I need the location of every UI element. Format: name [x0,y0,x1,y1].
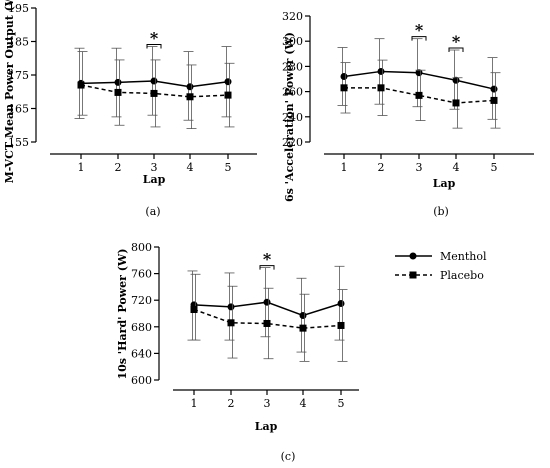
panel-c-ylabel: 10s 'Hard' Power (W) [116,248,129,379]
panel-c-xtick-label: 5 [338,397,345,410]
panel-c-menthol-point [263,298,271,306]
panel-c-placebo-point [263,319,271,327]
panel-a-menthol-point [186,83,194,91]
panel-c-ytick-label: 760 [131,268,152,281]
panel-a-placebo-point [186,93,194,101]
panel-a-ytick-label: 165 [8,103,29,116]
panel-b-placebo-point [490,96,498,104]
panel-b-placebo-point [377,84,385,92]
panel-b-xlabel: Lap [433,177,456,190]
panel-b-label: (b) [433,205,449,218]
panel-c-ytick-label: 680 [131,321,152,334]
panel-c-placebo-point [299,324,307,332]
panel-c-menthol-point [227,303,235,311]
panel-a-xlabel: Lap [143,173,166,186]
panel-a-placebo-point [224,91,232,99]
panel-b-xtick-label: 2 [378,161,385,174]
panel-a-xtick-label: 3 [151,161,158,174]
legend-menthol-label: Menthol [440,250,487,263]
panel-a-placebo-point [114,88,122,96]
panel-b-ytick-label: 320 [282,10,303,23]
panel-b-placebo-point [415,91,423,99]
panel-c-significance-bracket [259,265,275,270]
panel-a-menthol-point [224,78,232,86]
panel-b-ytick-label: 300 [282,35,303,48]
panel-b-significance-bracket [411,36,427,41]
panel-c-xtick-label: 4 [300,397,307,410]
panel-b-significance-marker: * [415,21,424,40]
panel-b-significance-bracket [448,47,464,53]
panel-b-ytick-label: 260 [282,86,303,99]
panel-b-xtick-label: 1 [341,161,348,174]
panel-b-xtick-label: 4 [453,161,460,174]
panel-b-menthol-point [490,85,498,93]
panel-c-menthol-point [299,311,307,319]
chart-panel-b: 6s 'Acceleration' Power (W) Lap (b) 220 2… [282,10,534,218]
panel-a-ylabel: M-VCT Mean Power Output (W) [3,0,16,183]
panel-a-significance-bracket [146,44,162,49]
panel-c-significance-marker: * [263,250,272,269]
panel-c-placebo-point [337,321,345,329]
panel-a-xtick-label: 2 [115,161,122,174]
panel-a-menthol-point [150,77,158,85]
panel-c-xlabel: Lap [255,420,278,433]
panel-c-xtick-label: 1 [191,397,198,410]
chart-panel-c: 10s 'Hard' Power (W) Lap (c) 600 640 680 72… [116,241,359,463]
panel-c-ytick-label: 800 [131,241,152,254]
legend: Menthol Placebo [395,250,487,282]
panel-b-placebo-point [340,84,348,92]
panel-c-xtick-label: 2 [228,397,235,410]
panel-a-ytick-label: 185 [8,36,29,49]
panel-b-ylabel: 6s 'Acceleration' Power (W) [283,32,296,202]
panel-b-xtick-label: 3 [416,161,423,174]
panel-b-ytick-label: 220 [282,136,303,149]
panel-c-label: (c) [281,450,296,463]
panel-b-menthol-point [340,72,348,80]
panel-c-menthol-point [337,300,345,308]
panel-b-placebo-line [344,87,495,104]
panel-c-ytick-label: 600 [131,374,152,387]
panel-b-ytick-label: 280 [282,60,303,73]
panel-c-placebo-point [227,319,235,327]
panel-c-xtick-label: 3 [264,397,271,410]
panel-a-xtick-label: 1 [78,161,85,174]
panel-a-ytick-label: 155 [8,136,29,149]
panel-a-ytick-label: 175 [8,69,29,82]
panel-a-xtick-label: 5 [225,161,232,174]
panel-b-placebo-point [452,99,460,107]
panel-a-placebo-point [77,81,85,89]
panel-a-xtick-label: 4 [187,161,194,174]
panel-c-ytick-label: 720 [131,294,152,307]
panel-c-ytick-label: 640 [131,347,152,360]
panel-a-ytick-label: 195 [8,2,29,15]
panel-c-placebo-point [190,306,198,314]
panel-b-menthol-point [377,67,385,75]
panel-a-placebo-point [150,89,158,97]
legend-menthol-marker [409,252,417,260]
panel-b-significance-marker: * [452,32,461,51]
panel-a-significance-marker: * [150,29,159,48]
panel-a-label: (a) [145,205,160,218]
chart-panel-a: M-VCT Mean Power Output (W) Lap (a) 155 1… [3,0,257,218]
panel-b-xtick-label: 5 [491,161,498,174]
legend-placebo-label: Placebo [440,269,484,282]
legend-placebo-marker [409,271,417,279]
panel-b-ytick-label: 240 [282,111,303,124]
panel-a-menthol-point [114,78,122,86]
